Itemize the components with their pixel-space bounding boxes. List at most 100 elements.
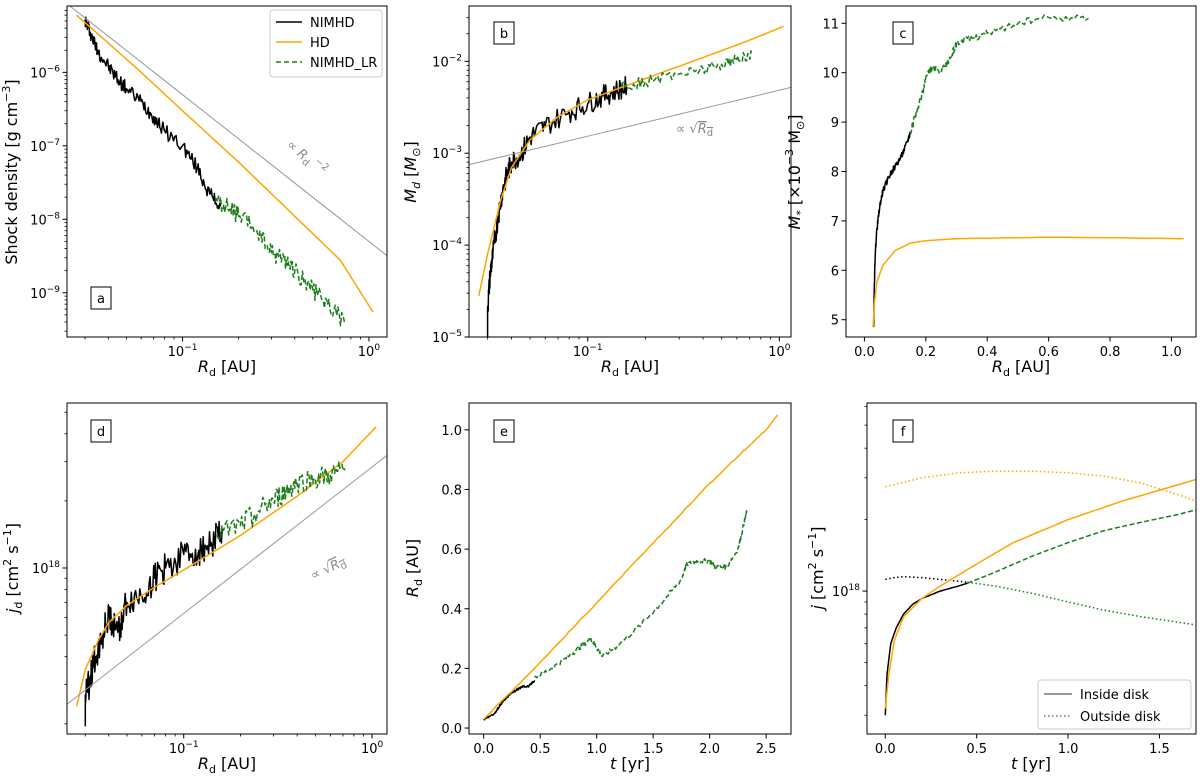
panel-e-series-nimhd-lr [534, 510, 748, 679]
panel-f-label-box [892, 419, 914, 443]
panel-c-frame [845, 5, 1197, 338]
panel-b-series-hd [478, 25, 784, 297]
panel-a-plot [69, 6, 387, 327]
panel-c-y-tick-label: 5 [831, 314, 839, 329]
legend: NIMHD HD NIMHD_LR [269, 9, 383, 78]
panel-a-series-nimhd [84, 16, 222, 210]
panel-e-x-tick-label: 0.0 [473, 742, 494, 757]
panel-f-series-nimhd-lr-outside [967, 581, 1196, 626]
panel-a-y-tick-label: 10−7 [30, 138, 60, 155]
panel-a-label-box [90, 286, 112, 310]
panel-b-xlabel: Rd [AU] [601, 357, 659, 379]
panel-a-y-tick-label: 10−9 [30, 285, 60, 302]
panel-d-xlabel: Rd [AU] [198, 754, 256, 776]
panel-f-x-tick-label: 1.0 [1058, 742, 1079, 757]
panel-f-plot [884, 470, 1196, 716]
panel-b-series-nimhd [486, 75, 628, 337]
panel-e-ylabel: Rd [AU] [403, 539, 425, 597]
legend-outside-label: Outside disk [1080, 710, 1161, 725]
panel-b-y-tick-label: 10−3 [432, 145, 462, 162]
panel-c-x-tick-label: 0.4 [977, 345, 998, 360]
panel-f: f 0.0 0.5 1.0 1.5 1018 t [yr] j [cm2 s−1] In… [806, 402, 1197, 773]
panel-e-label: e [500, 425, 508, 440]
panel-a-annotation: ∝ Rd −2 [282, 135, 331, 180]
panel-f-x-tick-label: 0.0 [875, 742, 896, 757]
legend-f-box [1037, 679, 1192, 730]
panel-b-frame [468, 5, 792, 338]
panel-b: b 10−1 100 10−5 10−4 10−3 10−2 Rd [AU] Md [M⊙… [401, 5, 792, 379]
panel-c: c 0.0 0.2 0.4 0.6 0.8 1.0 5 6 7 8 9 10 11 Rd [AU] M*… [783, 5, 1197, 379]
panel-a-y-tick-label: 10−8 [30, 211, 60, 228]
legend-f: Inside disk Outside disk [1037, 679, 1192, 730]
panel-f-series-nimhd-inside [884, 582, 968, 716]
panel-f-series-hd-outside [885, 470, 1196, 502]
panel-c-y-tick-label: 7 [831, 215, 839, 230]
panel-c-y-tick-label: 8 [831, 166, 839, 181]
panel-d-plot [67, 426, 387, 727]
panel-d: d 10−1 100 1018 Rd [AU] jd [cm2 s−1] ∝ √Rd [1, 402, 388, 776]
panel-e-ticks: 0.0 0.5 1.0 1.5 2.0 2.5 0.0 0.2 0.4 0.6 0.8 1.0 [441, 424, 776, 757]
panel-c-y-tick-label: 10 [822, 67, 839, 82]
panel-a-series-hd [76, 14, 374, 313]
panel-c-x-tick-label: 0.0 [854, 345, 875, 360]
legend-lr-label: NIMHD_LR [310, 56, 377, 71]
panel-f-ylabel: j [cm2 s−1] [806, 526, 827, 611]
panel-a-x-tick-label: 10−1 [168, 343, 198, 360]
panel-f-series-nimhd-lr-inside [967, 509, 1196, 584]
panel-b-x-tick-label: 10−1 [573, 343, 603, 360]
panel-e-x-tick-label: 2.0 [699, 742, 720, 757]
panel-a-ylabel: Shock density [g cm−3] [0, 79, 21, 264]
panel-e-x-tick-label: 1.0 [586, 742, 607, 757]
panel-d-ylabel: jd [cm2 s−1] [1, 523, 25, 615]
panel-e-y-tick-label: 1.0 [441, 424, 462, 439]
panel-b-y-tick-label: 10−5 [432, 329, 462, 346]
panel-c-label: c [899, 27, 906, 42]
panel-b-plot [469, 25, 791, 337]
panel-e-x-tick-label: 2.5 [756, 742, 777, 757]
panel-f-xlabel: t [yr] [1011, 754, 1051, 773]
panel-a-ticks: 10−1 100 10−9 10−8 10−7 10−6 [30, 9, 380, 360]
panel-c-xlabel: Rd [AU] [992, 357, 1050, 379]
panel-d-label-box [90, 419, 112, 443]
panel-e-y-tick-label: 0.4 [441, 603, 462, 618]
panel-a-series--r-d-2 [69, 6, 387, 257]
panel-c-label-box [892, 21, 914, 45]
panel-f-ticks: 0.0 0.5 1.0 1.5 1018 [832, 405, 1170, 757]
panel-c-series-nimhd [872, 131, 912, 328]
panel-e-series-nimhd [483, 680, 536, 721]
panel-b-ylabel: Md [M⊙] [401, 141, 423, 202]
panel-c-x-tick-label: 0.8 [1100, 345, 1121, 360]
panel-e-y-tick-label: 0.2 [441, 662, 462, 677]
panel-a: a 10−1 100 10−9 10−8 10−7 10−6 Rd [AU] Shock … [0, 5, 388, 379]
panel-f-y-tick-label: 1018 [832, 583, 860, 600]
panel-c-y-tick-label: 6 [831, 264, 839, 279]
panel-a-series-nimhd-lr [214, 195, 347, 327]
panel-b-series-nimhd-lr [620, 50, 753, 91]
panel-c-ylabel: M* [×10−3 M⊙] [783, 115, 807, 230]
panel-a-frame [66, 5, 388, 338]
legend-box [269, 9, 383, 78]
panel-f-x-tick-label: 1.5 [1149, 742, 1170, 757]
panel-b-y-tick-label: 10−2 [432, 53, 462, 70]
panel-c-series-hd [872, 236, 1184, 328]
panel-d-ticks: 10−1 100 1018 [32, 411, 384, 757]
panel-c-ticks: 0.0 0.2 0.4 0.6 0.8 1.0 5 6 7 8 9 10 11 [822, 17, 1181, 360]
panel-e: e 0.0 0.5 1.0 1.5 2.0 2.5 0.0 0.2 0.4 0.6 0.8 1.0 t… [403, 402, 792, 773]
panel-c-y-tick-label: 11 [822, 17, 839, 32]
panel-d-x-tick-label: 100 [361, 740, 384, 757]
panel-e-y-tick-label: 0.0 [441, 722, 462, 737]
panel-b-y-tick-label: 10−4 [432, 237, 462, 254]
panel-c-x-tick-label: 1.0 [1161, 345, 1182, 360]
panel-b-label-box [493, 21, 515, 45]
panel-e-series-hd [483, 414, 779, 720]
panel-e-y-tick-label: 0.8 [441, 483, 462, 498]
panel-c-series-nimhd-lr [909, 14, 1089, 135]
panel-e-plot [483, 414, 779, 721]
panel-d-series-nimhd [84, 520, 223, 727]
legend-nimhd-label: NIMHD [310, 16, 355, 31]
panel-b-label: b [500, 27, 508, 42]
panel-e-y-tick-label: 0.6 [441, 543, 462, 558]
panel-f-series-nimhd-outside [885, 575, 968, 583]
panel-c-x-tick-label: 0.2 [915, 345, 936, 360]
